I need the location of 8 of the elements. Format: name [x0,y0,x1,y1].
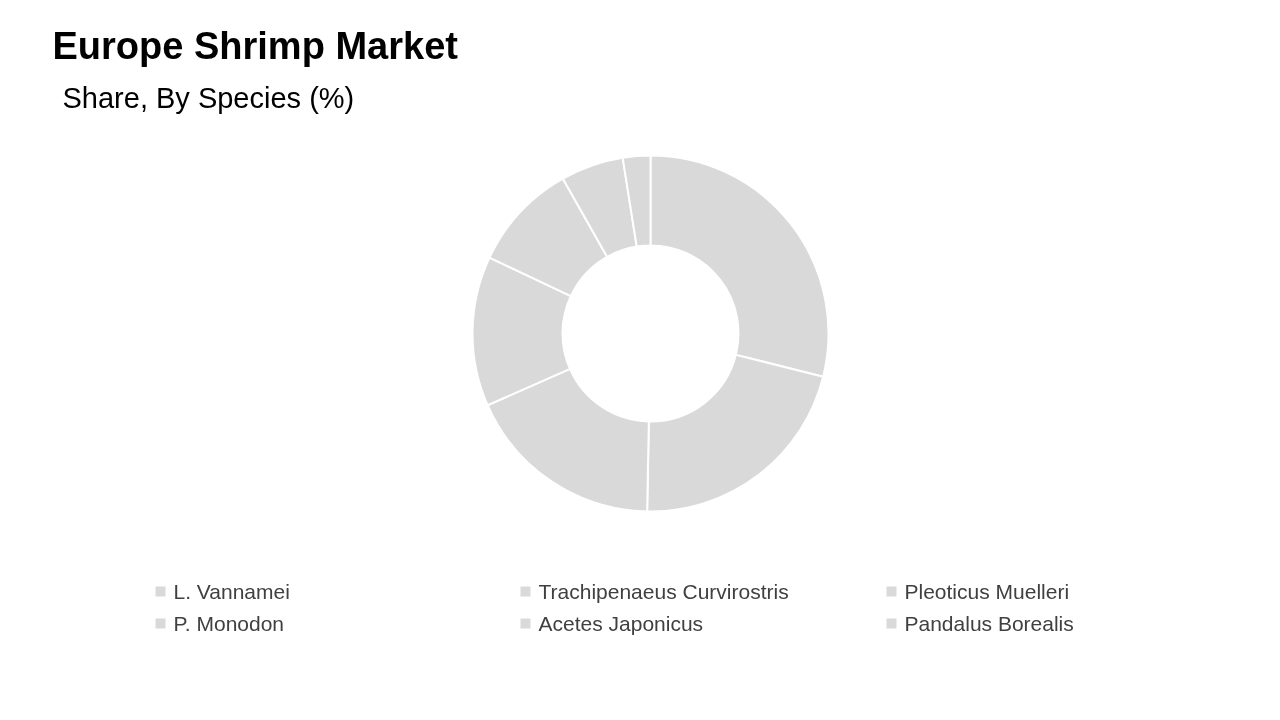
legend-label: Acetes Japonicus [538,612,704,635]
chart-subtitle: Share, By Species (%) [62,81,355,114]
legend-label: P. Monodon [173,612,285,635]
legend-label: Pandalus Borealis [904,612,1074,635]
legend-label: Pleoticus Muelleri [904,580,1070,603]
legend-label: Trachipenaeus Curvirostris [538,580,789,603]
legend-label: L. Vannamei [173,580,290,603]
chart-title: Europe Shrimp Market [52,24,459,67]
